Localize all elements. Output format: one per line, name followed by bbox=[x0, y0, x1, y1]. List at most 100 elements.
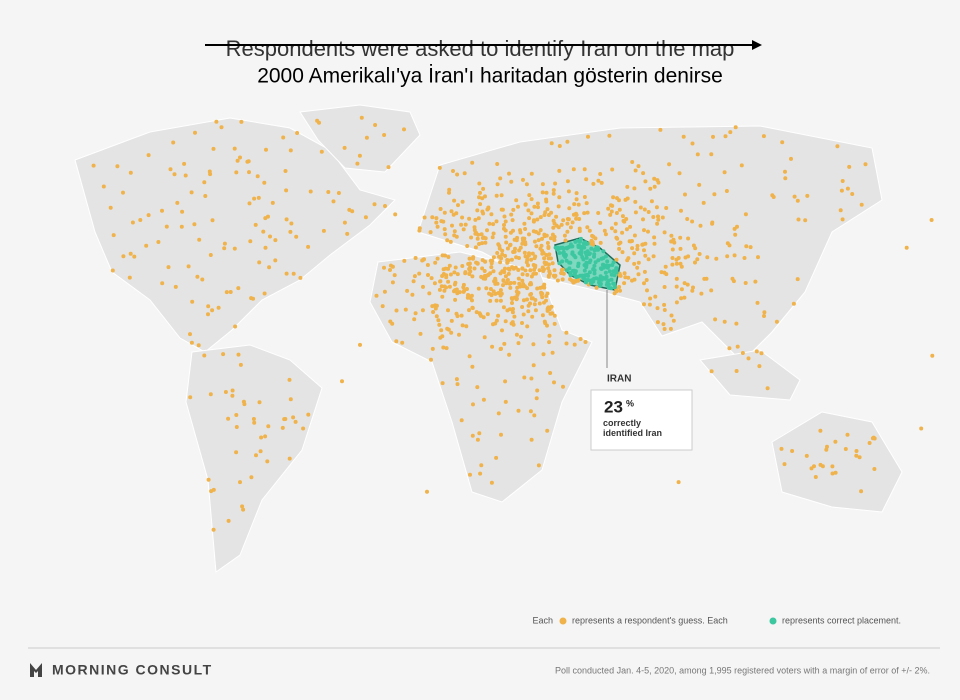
guess-dot bbox=[585, 225, 590, 230]
legend-correct-dot bbox=[769, 617, 777, 625]
guess-dot bbox=[643, 179, 648, 184]
guess-dot bbox=[495, 281, 500, 286]
guess-dot bbox=[614, 257, 619, 262]
guess-dot bbox=[488, 258, 493, 263]
guess-dot bbox=[437, 322, 442, 327]
guess-dot bbox=[442, 210, 447, 215]
guess-dot bbox=[236, 352, 241, 357]
guess-dot bbox=[326, 190, 331, 194]
guess-dot bbox=[210, 218, 215, 223]
correct-dot bbox=[596, 245, 600, 250]
guess-dot bbox=[202, 353, 207, 358]
strike-arrow bbox=[752, 40, 762, 50]
guess-dot bbox=[679, 287, 684, 292]
guess-dot bbox=[485, 228, 489, 233]
guess-dot bbox=[690, 288, 695, 293]
guess-dot bbox=[611, 195, 616, 200]
guess-dot bbox=[516, 204, 520, 209]
guess-dot bbox=[564, 341, 569, 346]
guess-dot bbox=[727, 346, 732, 351]
guess-dot bbox=[724, 189, 729, 193]
guess-dot bbox=[529, 437, 534, 442]
guess-dot bbox=[670, 256, 675, 260]
guess-dot bbox=[534, 271, 538, 276]
guess-dot bbox=[565, 229, 570, 234]
guess-dot bbox=[582, 211, 587, 216]
guess-dot bbox=[633, 168, 638, 173]
guess-dot bbox=[499, 432, 503, 437]
guess-dot bbox=[489, 480, 494, 485]
guess-dot bbox=[529, 282, 534, 287]
guess-dot bbox=[455, 314, 460, 319]
guess-dot bbox=[251, 417, 256, 421]
correct-dot bbox=[612, 273, 617, 278]
guess-dot bbox=[628, 224, 633, 229]
guess-dot bbox=[168, 167, 173, 172]
guess-dot bbox=[393, 212, 398, 217]
guess-dot bbox=[537, 301, 542, 306]
guess-dot bbox=[502, 214, 507, 219]
guess-dot bbox=[478, 190, 482, 195]
guess-dot bbox=[259, 435, 264, 440]
guess-dot bbox=[192, 222, 197, 227]
guess-dot bbox=[443, 232, 448, 237]
callout-label: IRAN bbox=[607, 374, 631, 385]
guess-dot bbox=[542, 300, 546, 305]
guess-dot bbox=[417, 226, 422, 231]
guess-dot bbox=[566, 189, 571, 194]
guess-dot bbox=[509, 212, 514, 217]
guess-dot bbox=[517, 281, 522, 286]
guess-dot bbox=[519, 334, 523, 339]
guess-dot bbox=[511, 228, 515, 233]
guess-dot bbox=[526, 309, 531, 314]
guess-dot bbox=[681, 134, 686, 139]
guess-dot bbox=[475, 236, 480, 241]
guess-dot bbox=[493, 321, 498, 326]
guess-dot bbox=[434, 216, 439, 221]
guess-dot bbox=[189, 340, 194, 345]
guess-dot bbox=[503, 234, 508, 239]
guess-dot bbox=[636, 260, 641, 265]
guess-dot bbox=[222, 246, 227, 251]
guess-dot bbox=[471, 402, 475, 407]
guess-dot bbox=[284, 271, 289, 276]
guess-dot bbox=[284, 188, 289, 193]
guess-dot bbox=[529, 197, 534, 202]
guess-dot bbox=[461, 285, 466, 290]
guess-dot bbox=[222, 241, 227, 246]
guess-dot bbox=[617, 246, 622, 251]
guess-dot bbox=[432, 281, 437, 286]
guess-dot bbox=[561, 271, 566, 276]
guess-dot bbox=[521, 298, 526, 303]
guess-dot bbox=[321, 228, 326, 233]
guess-dot bbox=[461, 227, 466, 232]
africa bbox=[369, 251, 593, 503]
correct-dot bbox=[575, 238, 580, 243]
guess-dot bbox=[843, 447, 848, 451]
guess-dot bbox=[872, 436, 877, 441]
guess-dot bbox=[545, 207, 550, 212]
correct-dot bbox=[553, 245, 558, 250]
guess-dot bbox=[189, 190, 194, 195]
guess-dot bbox=[257, 260, 262, 265]
guess-dot bbox=[635, 247, 640, 252]
guess-dot bbox=[420, 308, 425, 313]
guess-dot bbox=[211, 146, 216, 151]
correct-dot bbox=[564, 245, 569, 250]
guess-dot bbox=[524, 182, 529, 187]
guess-dot bbox=[739, 163, 744, 168]
guess-dot bbox=[493, 278, 498, 283]
guess-dot bbox=[453, 280, 458, 285]
guess-dot bbox=[433, 306, 438, 311]
guess-dot bbox=[735, 344, 740, 349]
guess-dot bbox=[551, 225, 556, 230]
guess-dot bbox=[557, 168, 562, 173]
guess-dot bbox=[516, 341, 521, 346]
guess-dot bbox=[652, 184, 657, 189]
guess-dot bbox=[536, 238, 541, 243]
guess-dot bbox=[545, 241, 550, 245]
guess-dot bbox=[549, 256, 553, 261]
guess-dot bbox=[128, 170, 133, 175]
guess-dot bbox=[526, 303, 531, 308]
original-title: Respondents were asked to identify Iran … bbox=[226, 36, 735, 61]
